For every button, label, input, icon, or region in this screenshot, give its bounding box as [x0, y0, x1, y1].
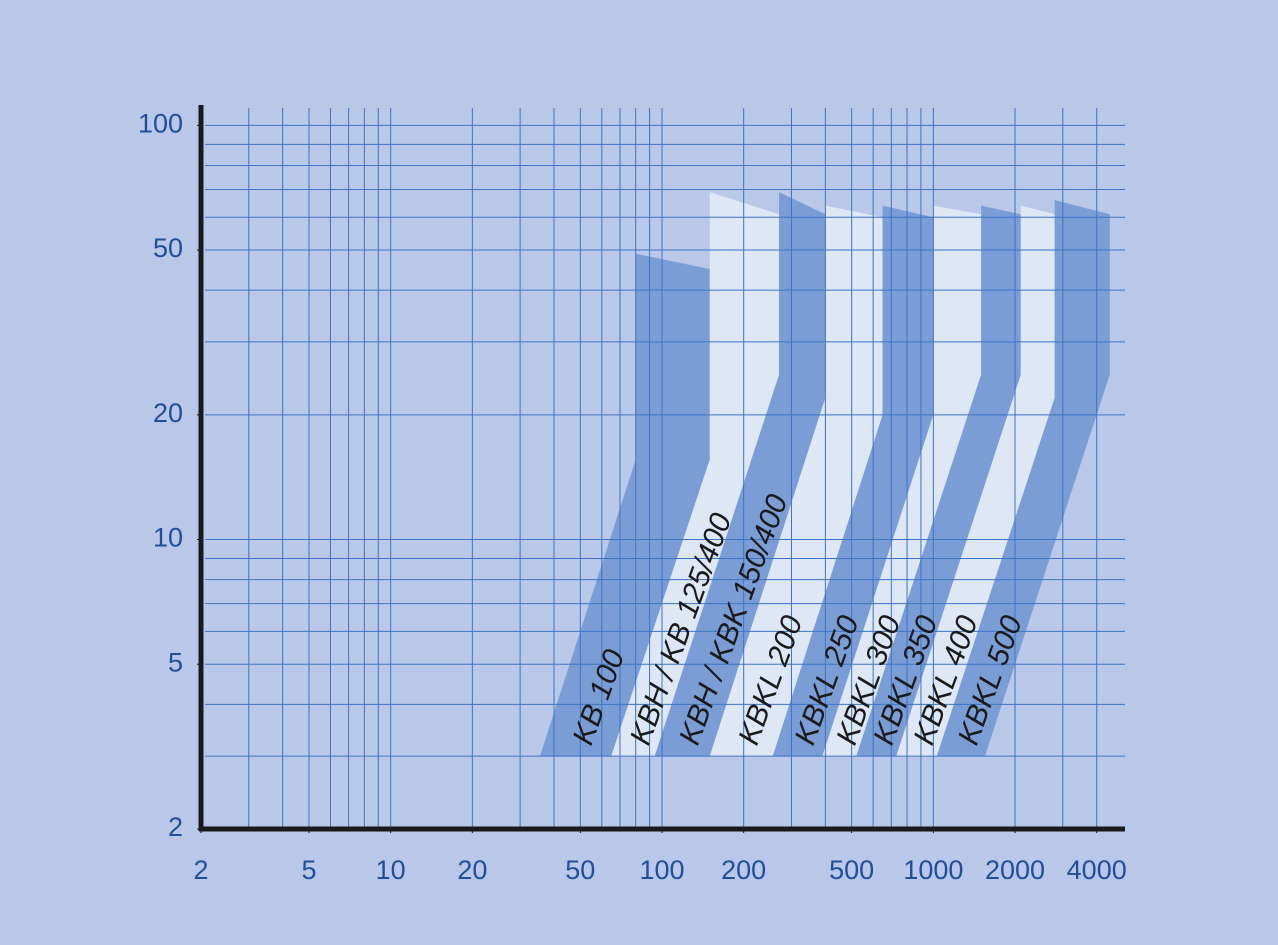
x-tick-label: 1000	[903, 855, 963, 885]
band	[856, 205, 1021, 757]
x-tick-label: 20	[457, 855, 487, 885]
x-tick-label: 2000	[985, 855, 1045, 885]
y-tick-label: 100	[138, 109, 183, 139]
y-tick-label: 10	[153, 523, 183, 553]
x-tick-label: 50	[565, 855, 595, 885]
band	[936, 200, 1110, 757]
band	[709, 205, 883, 757]
x-tick-label: 200	[721, 855, 766, 885]
x-tick-label: 2	[193, 855, 208, 885]
y-tick-label: 50	[153, 233, 183, 263]
band	[772, 205, 934, 757]
band	[654, 192, 826, 757]
band	[822, 205, 982, 757]
band	[539, 253, 710, 757]
y-tick-label: 2	[168, 812, 183, 842]
band	[611, 192, 780, 757]
x-tick-label: 10	[376, 855, 406, 885]
x-tick-label: 5	[301, 855, 316, 885]
x-tick-label: 100	[639, 855, 684, 885]
y-tick-label: 20	[153, 398, 183, 428]
y-tick-label: 5	[168, 647, 183, 677]
x-tick-label: 4000	[1067, 855, 1127, 885]
band	[896, 205, 1055, 757]
x-tick-label: 500	[829, 855, 874, 885]
